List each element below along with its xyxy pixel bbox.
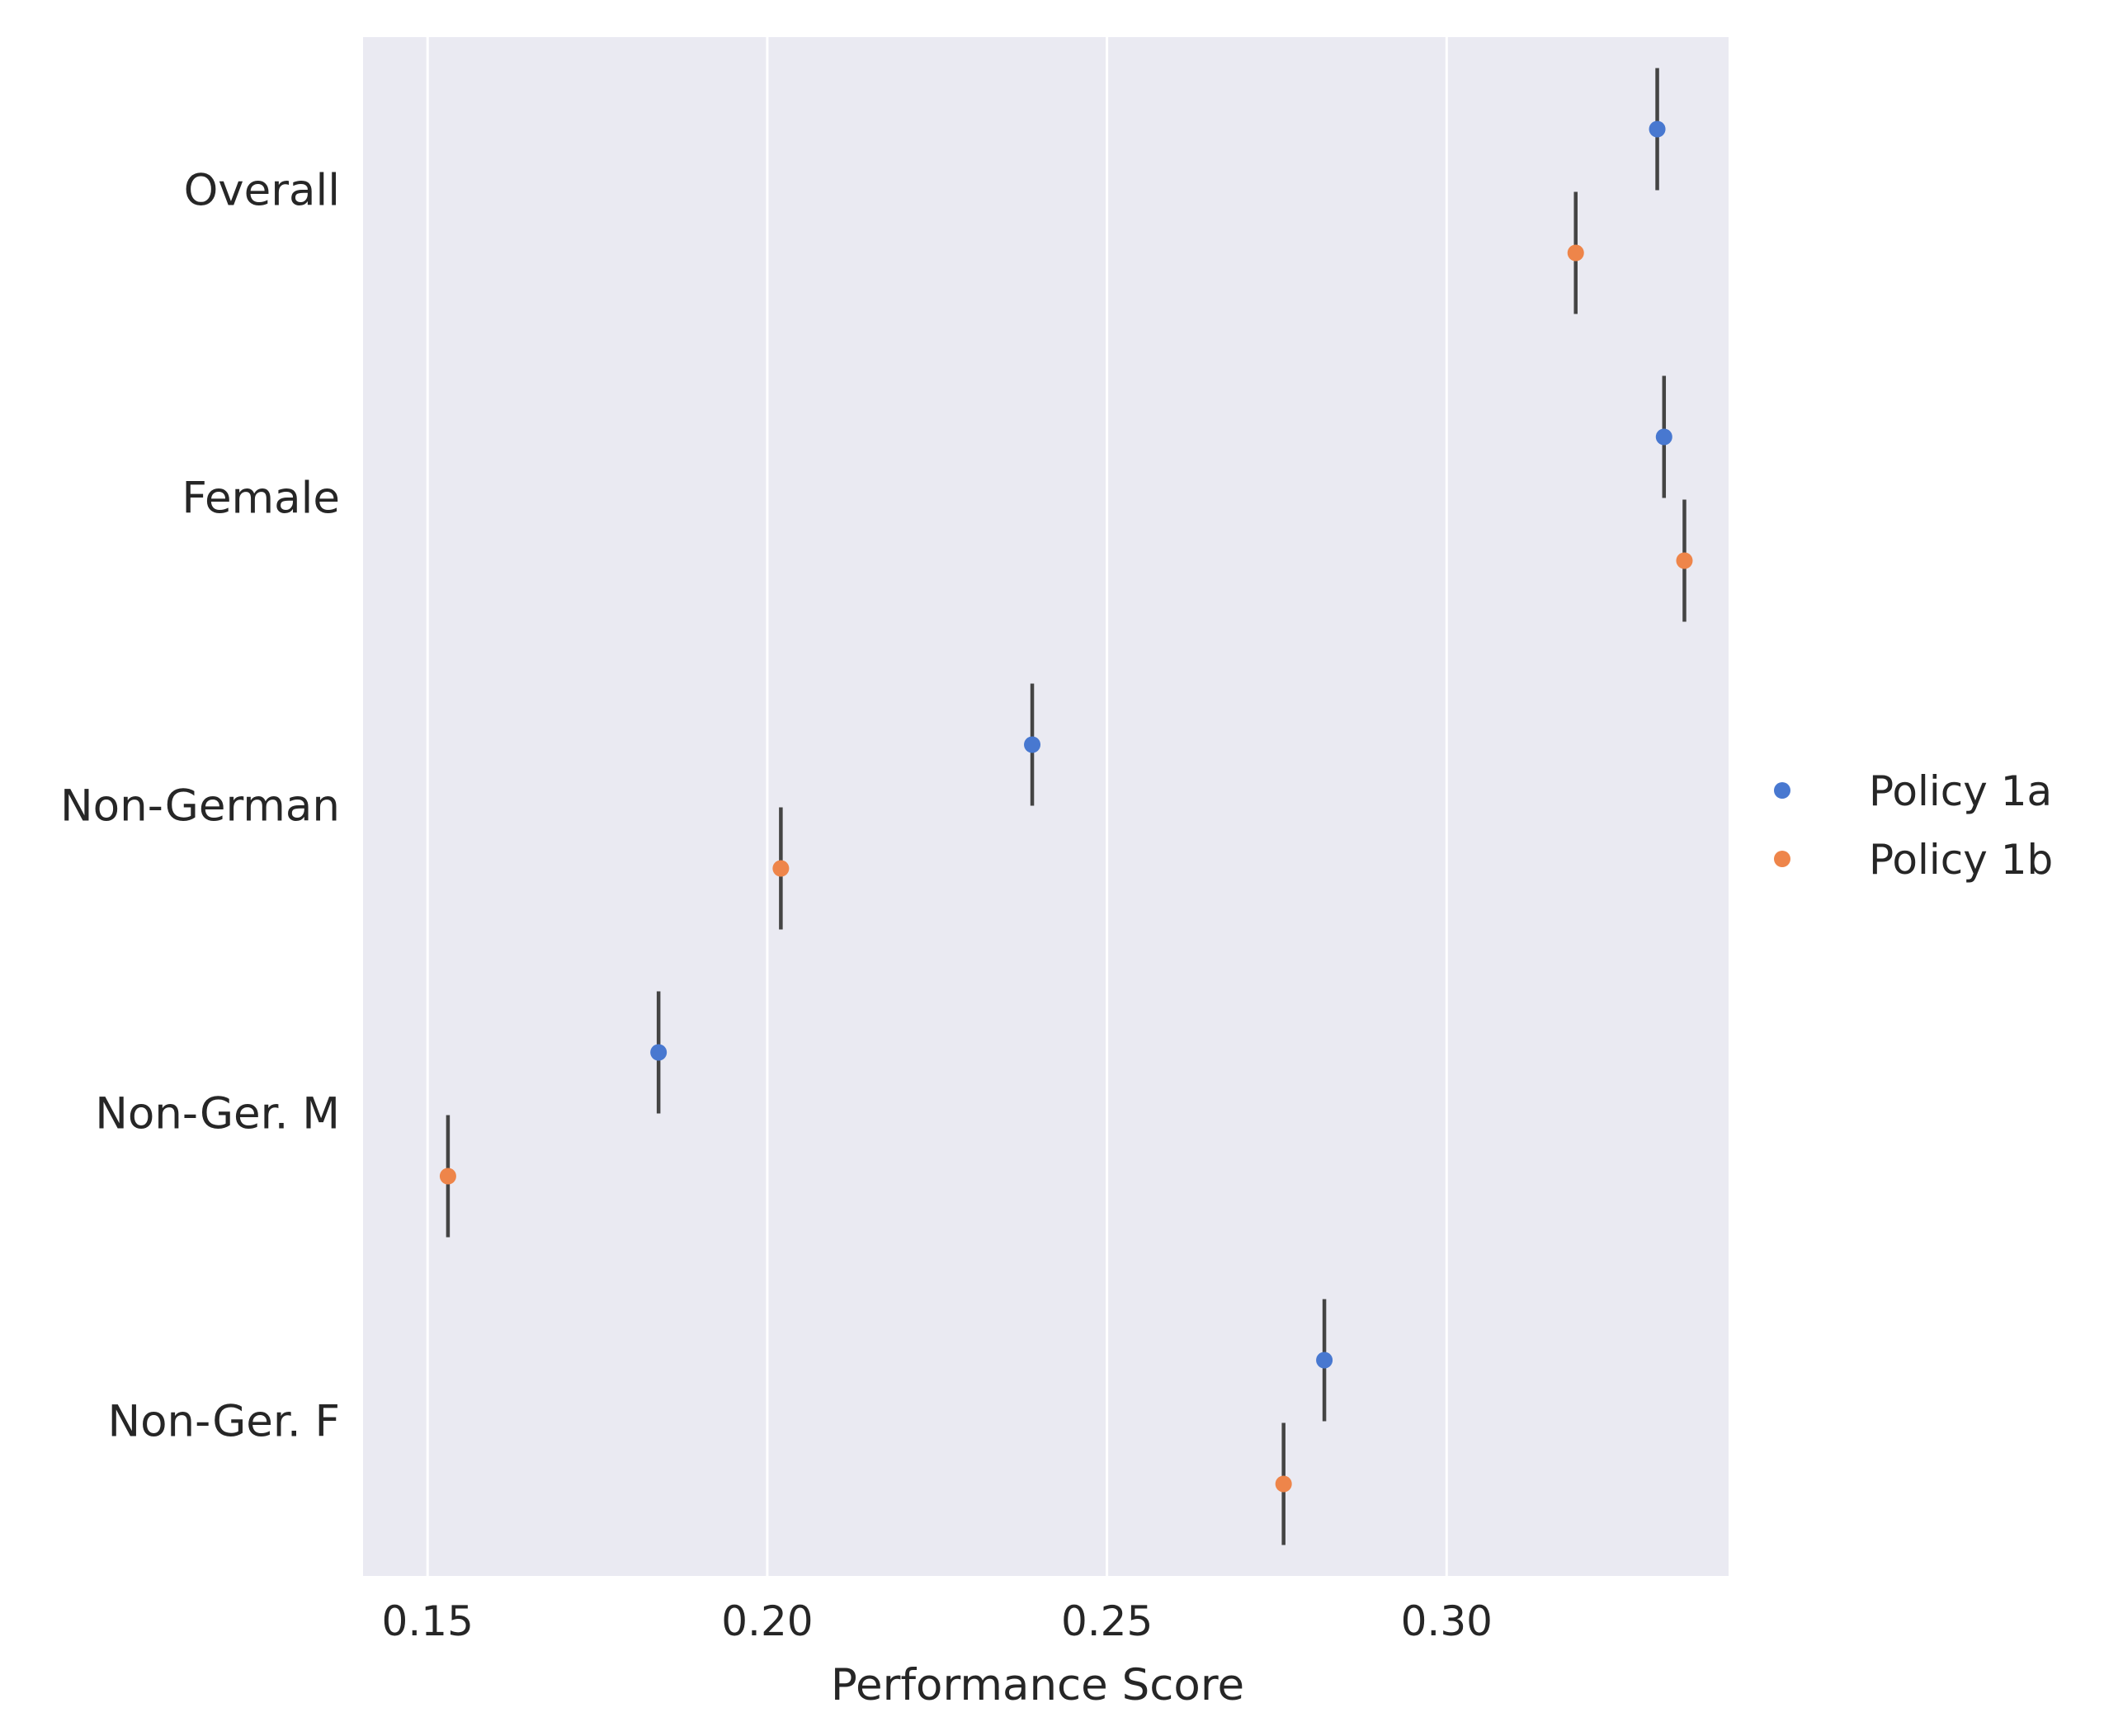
y-tick-labels: Overall Female Non-German Non-Ger. M Non-Ger… xyxy=(60,166,340,1447)
legend-label: Policy 1b xyxy=(1869,836,2053,884)
data-marks xyxy=(439,68,1693,1545)
y-tick-label: Non-German xyxy=(60,781,340,832)
y-tick-label: Non-Ger. F xyxy=(107,1397,340,1447)
data-point xyxy=(1655,428,1672,446)
data-point xyxy=(1649,120,1666,138)
data-point xyxy=(650,1044,668,1061)
data-point xyxy=(1024,736,1041,753)
data-point xyxy=(439,1168,456,1185)
data-point xyxy=(772,860,790,877)
legend: Policy 1a Policy 1b xyxy=(1774,767,2053,884)
x-tick-label: 0.30 xyxy=(1401,1597,1493,1645)
y-tick-label: Overall xyxy=(184,166,340,216)
x-axis-label: Performance Score xyxy=(831,1660,1244,1710)
y-tick-label: Female xyxy=(182,474,340,524)
grid-lines xyxy=(426,37,1448,1576)
data-point xyxy=(1316,1352,1333,1369)
legend-label: Policy 1a xyxy=(1869,767,2052,815)
x-tick-label: 0.25 xyxy=(1061,1597,1153,1645)
data-point xyxy=(1275,1475,1292,1493)
data-point xyxy=(1676,552,1693,569)
data-point xyxy=(1567,244,1584,262)
x-tick-labels: 0.15 0.20 0.25 0.30 xyxy=(382,1597,1493,1645)
legend-marker xyxy=(1774,851,1790,867)
legend-marker xyxy=(1774,782,1790,799)
plot-area xyxy=(363,37,1729,1576)
x-tick-label: 0.20 xyxy=(721,1597,813,1645)
y-tick-label: Non-Ger. M xyxy=(95,1089,340,1139)
x-tick-label: 0.15 xyxy=(382,1597,474,1645)
